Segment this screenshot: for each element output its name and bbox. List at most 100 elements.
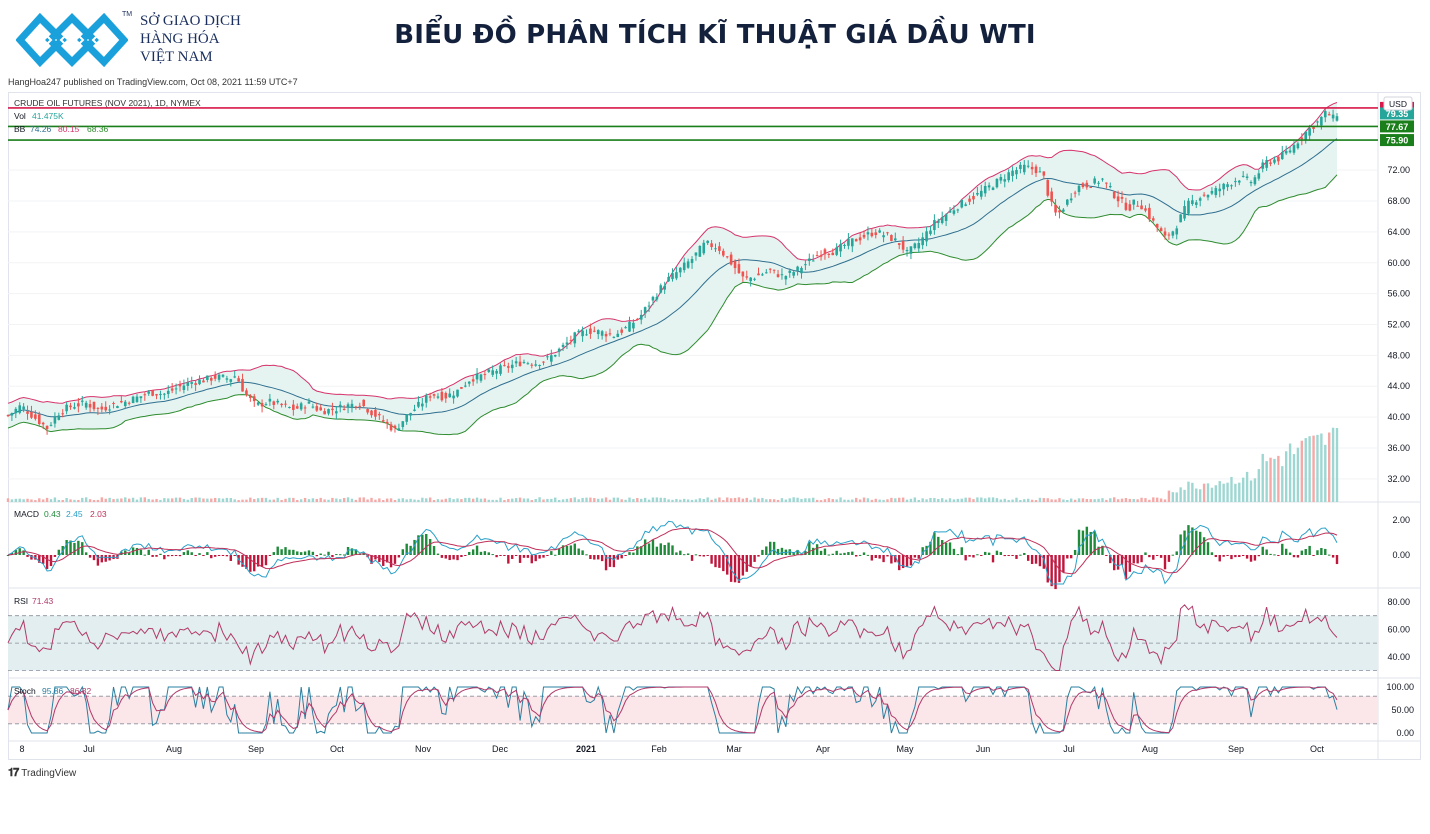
volume-bar — [202, 498, 205, 502]
candle-body — [714, 248, 717, 250]
volume-bar — [1128, 498, 1132, 502]
volume-bar — [1195, 488, 1198, 502]
volume-bar — [1324, 444, 1327, 502]
macd-histogram-bar — [104, 555, 107, 562]
candle-body — [792, 272, 795, 276]
macd-histogram-bar — [296, 551, 299, 555]
volume-bar — [151, 499, 154, 502]
volume-bar — [882, 499, 885, 502]
macd-histogram-bar — [1124, 555, 1128, 579]
volume-bar — [991, 497, 995, 502]
macd-histogram-bar — [331, 555, 334, 558]
volume-bar — [960, 498, 963, 502]
candle-body — [1210, 190, 1214, 194]
macd-histogram-bar — [1159, 555, 1163, 558]
volume-bar — [84, 497, 88, 502]
volume-bar — [81, 497, 84, 502]
candle-body — [507, 366, 510, 368]
volume-bar — [1257, 469, 1261, 502]
macd-histogram-bar — [612, 555, 616, 568]
candle-body — [1065, 199, 1069, 205]
macd-histogram-bar — [413, 539, 416, 555]
macd-histogram-bar — [1171, 554, 1175, 556]
candle-body — [921, 237, 924, 246]
volume-bar — [108, 497, 111, 502]
published-note: HangHoa247 published on TradingView.com,… — [8, 77, 298, 87]
candle-body — [163, 393, 166, 395]
volume-bar — [976, 497, 979, 502]
volume-bar — [41, 499, 45, 502]
macd-histogram-bar — [886, 555, 889, 557]
volume-bar — [288, 497, 291, 502]
volume-bar — [757, 498, 760, 502]
macd-histogram-bar — [741, 555, 745, 576]
volume-bar — [905, 499, 909, 502]
volume-bar — [112, 499, 115, 502]
candle-body — [694, 252, 698, 256]
price-tick: 36.00 — [1387, 443, 1410, 453]
volume-bar — [1335, 427, 1339, 502]
macd-histogram-bar — [401, 549, 404, 555]
candle-body — [237, 378, 240, 382]
macd-histogram-bar — [139, 549, 143, 555]
volume-bar — [1292, 454, 1296, 502]
candle-body — [96, 407, 100, 409]
volume-bar — [870, 499, 874, 502]
macd-histogram-bar — [221, 555, 225, 556]
candle-body — [69, 405, 72, 408]
volume-bar — [249, 497, 252, 502]
macd-histogram-bar — [737, 555, 741, 583]
candle-body — [1077, 185, 1081, 192]
candle-body — [682, 262, 686, 271]
rsi-tick: 40.00 — [1387, 652, 1410, 662]
time-axis-label: Oct — [330, 744, 345, 754]
macd-histogram-bar — [483, 551, 487, 555]
candle-body — [88, 404, 92, 408]
macd-histogram-bar — [307, 550, 311, 555]
volume-bar — [952, 499, 956, 502]
volume-bar — [38, 498, 41, 502]
volume-bar — [522, 498, 526, 502]
candle-body — [1191, 200, 1194, 204]
candle-body — [1015, 169, 1018, 175]
candle-body — [624, 327, 627, 329]
volume-bar — [823, 499, 827, 502]
volume-bar — [1218, 481, 1221, 502]
candle-body — [800, 267, 803, 274]
candle-body — [639, 314, 643, 320]
volume-bar — [475, 497, 479, 502]
page-title: BIỂU ĐỒ PHÂN TÍCH KĨ THUẬT GIÁ DẦU WTI — [394, 20, 1036, 50]
candle-body — [655, 296, 659, 300]
volume-bar — [987, 497, 991, 502]
candle-body — [57, 415, 61, 420]
candle-body — [464, 385, 467, 387]
macd-histogram-bar — [174, 555, 178, 556]
volume-bar — [30, 499, 33, 502]
macd-histogram-bar — [1316, 550, 1319, 555]
candle-body — [370, 410, 373, 416]
volume-bar — [1085, 498, 1089, 502]
time-axis-label: Jul — [83, 744, 95, 754]
candle-body — [1288, 150, 1292, 153]
volume-bar — [1105, 499, 1108, 502]
volume-bar — [1284, 451, 1288, 502]
volume-bar — [405, 499, 408, 502]
volume-bar — [339, 499, 342, 502]
volume-bar — [1155, 497, 1159, 502]
volume-bar — [514, 498, 518, 502]
vol-value: 41.475K — [32, 111, 64, 121]
volume-bar — [1183, 489, 1186, 502]
volume-bar — [941, 498, 944, 502]
macd-histogram-bar — [573, 543, 576, 555]
candle-body — [491, 370, 494, 375]
volume-bar — [253, 499, 256, 502]
candle-body — [1230, 185, 1233, 187]
candle-body — [385, 421, 389, 424]
macd-histogram-bar — [315, 555, 318, 557]
macd-histogram-bar — [569, 545, 573, 555]
candle-body — [338, 404, 342, 407]
macd-histogram-bar — [722, 555, 725, 572]
volume-bar — [874, 498, 877, 502]
macd-histogram-bar — [1007, 555, 1010, 556]
macd-histogram-bar — [812, 547, 815, 555]
